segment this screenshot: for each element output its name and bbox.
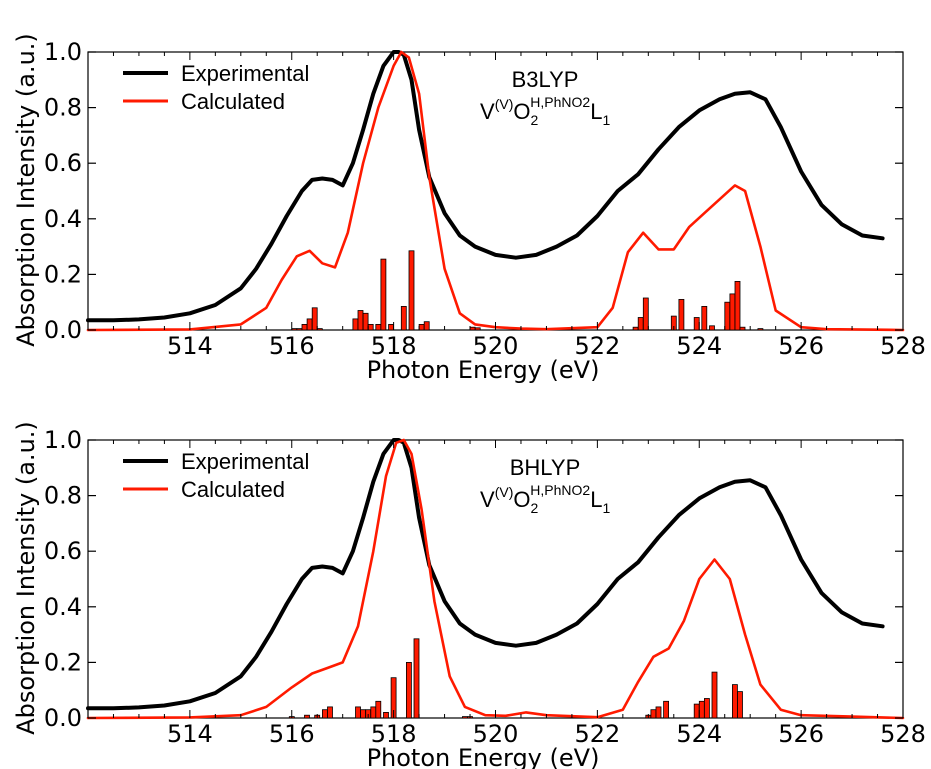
y-tick-label: 0.8 xyxy=(44,482,82,510)
stick-bar xyxy=(408,250,415,331)
stick-bar xyxy=(732,684,738,719)
stick-bar xyxy=(461,716,468,719)
stick-bar xyxy=(357,310,364,331)
panel-b3lyp: 0.0 0.2 0.4 0.6 0.8 1.0 514 516 518 520 522 524 526 5… xyxy=(44,38,926,384)
stick-bar xyxy=(306,318,313,331)
legend-label-experimental: Experimental xyxy=(181,61,309,86)
x-tick-label: 518 xyxy=(371,720,417,748)
legend-label-experimental: Experimental xyxy=(181,449,309,474)
method-label: B3LYP xyxy=(512,67,579,92)
stick-bar xyxy=(367,323,374,331)
y-tick-label: 0.6 xyxy=(44,537,82,565)
stick-bar xyxy=(711,671,718,719)
stick-bar xyxy=(327,706,333,719)
y-tick-label: 0.6 xyxy=(44,149,82,177)
stick-bar xyxy=(637,317,644,331)
x-tick-label: 520 xyxy=(473,720,519,748)
stick-bar xyxy=(301,323,308,331)
stick-bar xyxy=(632,326,639,331)
stick-bar xyxy=(352,318,359,331)
stick-bar xyxy=(370,706,377,719)
stick-bar xyxy=(311,307,318,331)
stick-bar xyxy=(701,305,708,331)
stick-bar xyxy=(698,700,705,719)
x-tick-label: 524 xyxy=(676,332,722,360)
legend-label-calculated: Calculated xyxy=(181,89,285,114)
stick-bar xyxy=(380,258,387,331)
x-axis-label: Photon Energy (eV) xyxy=(367,744,600,769)
x-tick-label: 528 xyxy=(880,720,926,748)
molecule-formula: V(V)O2H,PhNO2L1 xyxy=(480,94,610,128)
panel-bhlyp: 0.0 0.2 0.4 0.6 0.8 1.0 514 516 518 520 522 524 526 5… xyxy=(44,426,926,769)
y-tick-label: 1.0 xyxy=(44,426,82,454)
stick-bar xyxy=(383,712,389,719)
x-tick-label: 528 xyxy=(880,332,926,360)
y-axis-label-bottom: Absorption Intensity (a.u.) xyxy=(12,421,40,735)
stick-bar xyxy=(316,328,323,331)
stick-bar xyxy=(296,328,303,331)
y-tick-label: 0.4 xyxy=(44,205,82,233)
stick-bar xyxy=(469,326,476,331)
stick-bar xyxy=(693,703,700,719)
stick-bar xyxy=(704,698,710,719)
x-tick-label: 518 xyxy=(371,332,417,360)
stick-bar xyxy=(655,706,662,719)
x-tick-label: 526 xyxy=(778,332,824,360)
y-tick-label: 0.8 xyxy=(44,94,82,122)
stick-bar xyxy=(360,709,367,719)
y-tick-label: 0.0 xyxy=(44,704,82,732)
x-tick-label: 516 xyxy=(269,332,315,360)
stick-bar xyxy=(375,323,382,331)
stick-bar xyxy=(413,638,420,719)
stick-bar xyxy=(709,325,715,331)
stick-bar xyxy=(729,293,736,331)
y-tick-label: 0.4 xyxy=(44,593,82,621)
stick-bar xyxy=(734,280,741,331)
y-axis-label-top: Absorption Intensity (a.u.) xyxy=(12,33,40,347)
stick-bar xyxy=(321,709,328,719)
x-tick-label: 524 xyxy=(676,720,722,748)
x-tick-label: 522 xyxy=(574,332,620,360)
x-tick-label: 522 xyxy=(574,720,620,748)
stick-bar xyxy=(737,691,743,719)
stick-bar xyxy=(724,301,731,331)
stick-bar xyxy=(388,323,395,331)
y-tick-label: 0.0 xyxy=(44,316,82,344)
legend-label-calculated: Calculated xyxy=(181,477,285,502)
x-tick-label: 516 xyxy=(269,720,315,748)
x-tick-label: 514 xyxy=(167,332,213,360)
stick-bar xyxy=(650,709,657,719)
molecule-formula: V(V)O2H,PhNO2L1 xyxy=(480,482,610,516)
stick-bar xyxy=(362,312,369,331)
stick-bar xyxy=(355,706,361,719)
stick-bar xyxy=(642,297,649,331)
stick-bar xyxy=(400,305,407,331)
y-tick-label: 0.2 xyxy=(44,648,82,676)
y-tick-label: 1.0 xyxy=(44,38,82,66)
stick-bar xyxy=(739,326,746,331)
stick-bar xyxy=(304,714,310,719)
y-tick-label: 0.2 xyxy=(44,260,82,288)
series-line-calculated xyxy=(86,50,905,332)
x-tick-label: 520 xyxy=(473,332,519,360)
x-tick-label: 526 xyxy=(778,720,824,748)
stick-bar xyxy=(663,700,669,719)
stick-bar xyxy=(693,317,700,331)
stick-bar xyxy=(678,298,685,331)
stick-bar xyxy=(757,328,764,331)
series-line-calculated xyxy=(86,438,905,720)
method-label: BHLYP xyxy=(510,455,581,480)
stick-bar xyxy=(418,323,425,331)
stick-bar xyxy=(474,327,481,331)
stick-bar xyxy=(405,662,412,719)
stick-bar xyxy=(291,328,298,331)
x-tick-label: 514 xyxy=(167,720,213,748)
x-axis-label: Photon Energy (eV) xyxy=(367,356,600,384)
stick-bar xyxy=(423,321,430,331)
stick-bar xyxy=(375,700,382,719)
